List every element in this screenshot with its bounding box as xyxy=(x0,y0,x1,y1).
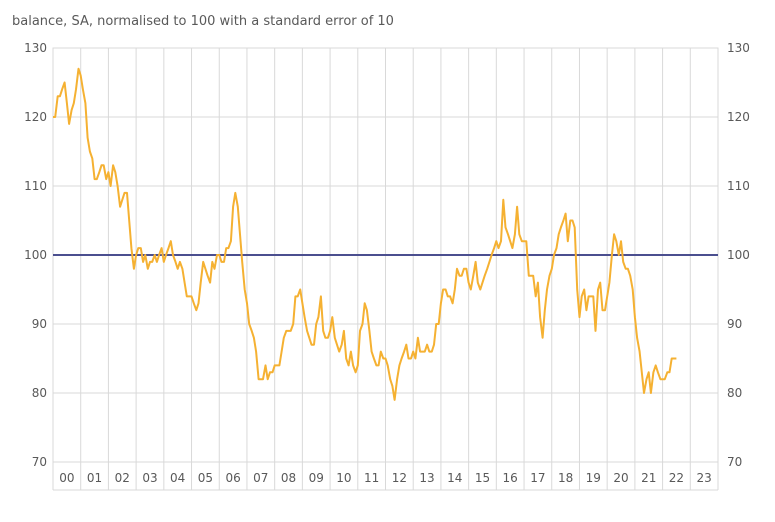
x-tick-label: 00 xyxy=(59,471,74,485)
x-tick-label: 10 xyxy=(336,471,351,485)
x-tick-label: 20 xyxy=(613,471,628,485)
y-tick-label-left: 120 xyxy=(24,110,47,124)
x-tick-label: 17 xyxy=(530,471,545,485)
x-tick-label: 15 xyxy=(475,471,490,485)
y-tick-label-right: 110 xyxy=(727,179,750,193)
x-tick-label: 12 xyxy=(392,471,407,485)
x-tick-label: 02 xyxy=(115,471,130,485)
y-tick-label-right: 130 xyxy=(727,41,750,55)
x-tick-label: 09 xyxy=(309,471,324,485)
x-tick-label: 03 xyxy=(142,471,157,485)
y-tick-label-right: 70 xyxy=(727,455,742,469)
x-tick-label: 16 xyxy=(503,471,518,485)
y-tick-label-left: 110 xyxy=(24,179,47,193)
x-tick-label: 11 xyxy=(364,471,379,485)
y-tick-label-left: 130 xyxy=(24,41,47,55)
x-tick-label: 19 xyxy=(586,471,601,485)
y-tick-label-left: 70 xyxy=(32,455,47,469)
x-tick-label: 06 xyxy=(225,471,240,485)
x-tick-label: 22 xyxy=(669,471,684,485)
y-tick-label-right: 120 xyxy=(727,110,750,124)
x-tick-label: 07 xyxy=(253,471,268,485)
y-tick-label-left: 90 xyxy=(32,317,47,331)
y-tick-label-right: 100 xyxy=(727,248,750,262)
x-tick-label: 18 xyxy=(558,471,573,485)
y-tick-label-left: 80 xyxy=(32,386,47,400)
x-tick-label: 05 xyxy=(198,471,213,485)
x-tick-label: 08 xyxy=(281,471,296,485)
series-line xyxy=(53,67,677,401)
x-tick-label: 14 xyxy=(447,471,462,485)
x-tick-label: 21 xyxy=(641,471,656,485)
x-tick-label: 04 xyxy=(170,471,185,485)
chart-subtitle: balance, SA, normalised to 100 with a st… xyxy=(12,14,394,29)
y-tick-label-right: 90 xyxy=(727,317,742,331)
x-tick-label: 13 xyxy=(419,471,434,485)
x-tick-label: 23 xyxy=(697,471,712,485)
y-tick-label-left: 100 xyxy=(24,248,47,262)
x-tick-label: 01 xyxy=(87,471,102,485)
y-tick-label-right: 80 xyxy=(727,386,742,400)
